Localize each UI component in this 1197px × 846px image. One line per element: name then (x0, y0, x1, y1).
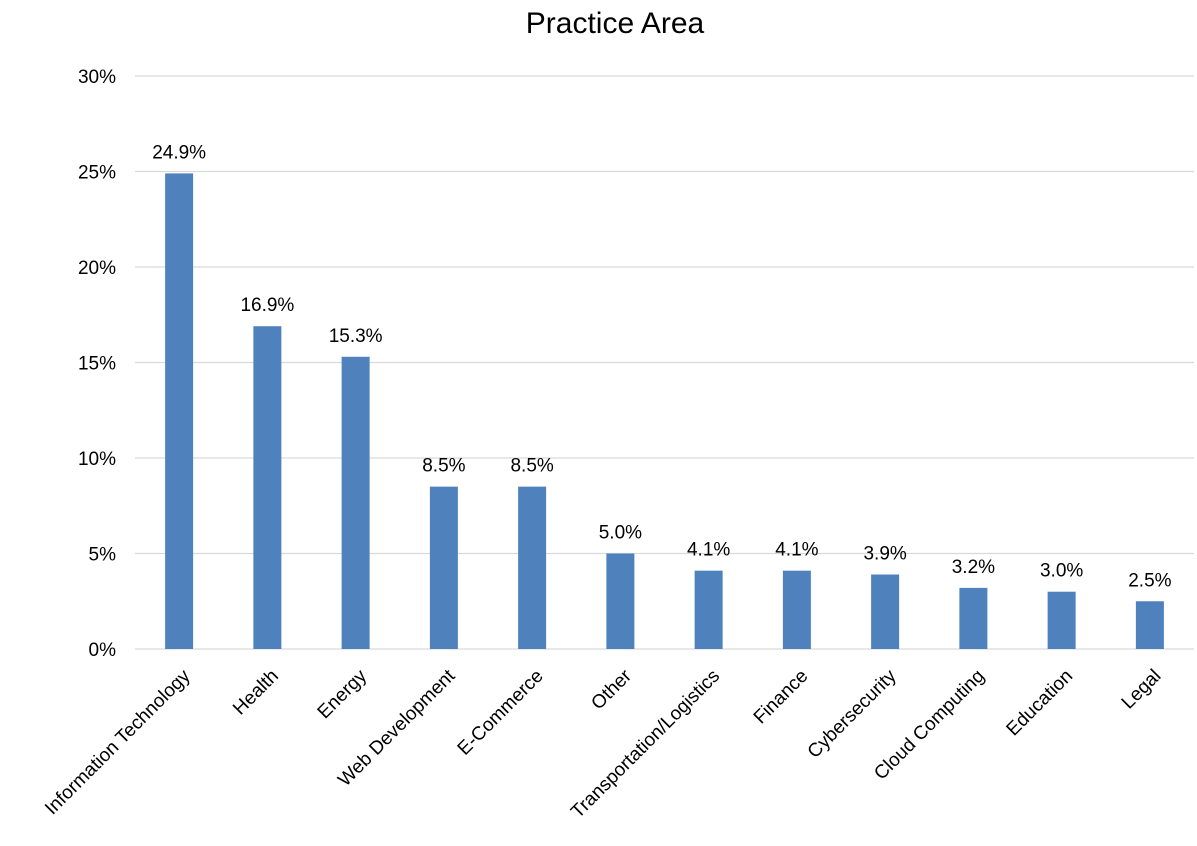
data-label: 8.5% (510, 456, 553, 477)
bar (429, 486, 458, 649)
data-label: 5.0% (599, 523, 642, 544)
bars (165, 173, 1164, 649)
bar (871, 574, 900, 649)
data-label: 8.5% (422, 456, 465, 477)
data-label: 15.3% (329, 326, 383, 347)
x-tick-label: E-Commerce (454, 666, 548, 760)
bar (782, 570, 811, 649)
data-labels: 24.9% 16.9% 15.3% 8.5% 8.5% 5.0% 4.1% 4.1% 3.9% 3… (152, 142, 1171, 591)
gridlines (135, 75, 1194, 650)
bar (341, 356, 370, 649)
y-tick-label: 5% (89, 545, 117, 566)
bar (606, 553, 635, 649)
y-tick-label: 20% (78, 258, 116, 279)
y-tick-label: 25% (78, 163, 116, 184)
x-tick-label: Legal (1118, 666, 1166, 714)
x-tick-label: Finance (750, 666, 813, 729)
x-tick-label: Other (587, 665, 636, 714)
bar (1135, 601, 1164, 649)
y-tick-label: 0% (89, 640, 117, 661)
chart-title: Practice Area (526, 7, 705, 40)
bar (518, 486, 547, 649)
y-axis-ticks: 0% 5% 10% 15% 20% 25% 30% (78, 67, 116, 661)
data-label: 16.9% (240, 295, 294, 316)
bar (253, 326, 282, 649)
x-tick-label: Education (1003, 666, 1078, 741)
x-tick-label: Transportation/Logistics (567, 666, 724, 823)
data-label: 3.0% (1040, 561, 1083, 582)
x-tick-label: Energy (314, 665, 372, 723)
data-label: 4.1% (775, 540, 818, 561)
bar (959, 587, 988, 649)
data-label: 3.9% (863, 544, 906, 565)
x-tick-label: Health (229, 666, 283, 720)
data-label: 2.5% (1128, 570, 1171, 591)
y-tick-label: 10% (78, 449, 116, 470)
y-tick-label: 15% (78, 354, 116, 375)
bar (165, 173, 194, 649)
data-label: 24.9% (152, 142, 206, 163)
x-tick-label: Cybersecurity (804, 665, 901, 762)
x-tick-label: Information Technology (41, 665, 195, 819)
y-tick-label: 30% (78, 67, 116, 88)
bar (1047, 591, 1076, 649)
bar (694, 570, 723, 649)
data-label: 4.1% (687, 540, 730, 561)
data-label: 3.2% (952, 557, 995, 578)
